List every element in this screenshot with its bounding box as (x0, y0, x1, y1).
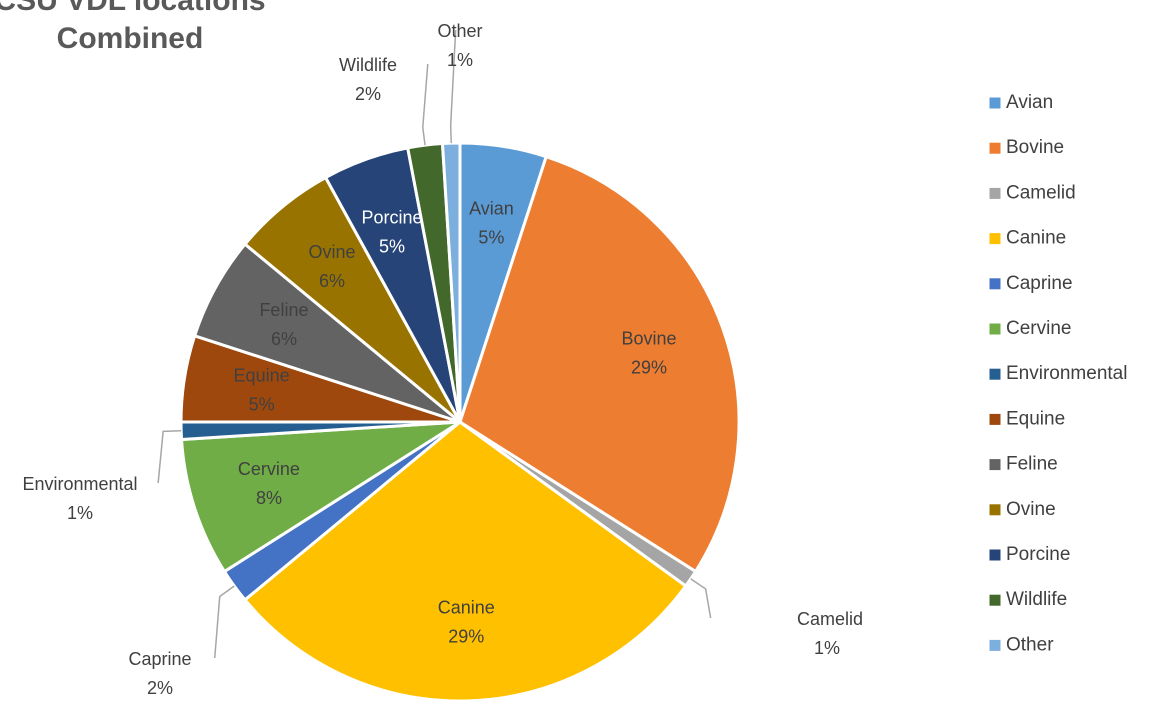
legend-label: Feline (1006, 454, 1058, 475)
data-label-value: 2% (147, 678, 173, 698)
data-label-value: 6% (271, 329, 297, 349)
data-label-value: 6% (319, 271, 345, 291)
legend-label: Equine (1006, 408, 1065, 429)
legend-label: Cervine (1006, 318, 1071, 339)
legend-swatch (988, 638, 1002, 652)
leader-line (213, 585, 235, 659)
data-label-value: 1% (447, 50, 473, 70)
data-label-name: Other (437, 21, 482, 41)
data-label-name: Cervine (238, 459, 300, 479)
legend-swatch (988, 186, 1002, 200)
data-label-value: 5% (478, 227, 504, 247)
data-label-name: Avian (469, 198, 514, 218)
data-label-name: Porcine (361, 208, 422, 228)
legend-swatch (988, 141, 1002, 155)
leader-line (449, 29, 457, 144)
legend-swatch (988, 96, 1002, 110)
legend-label: Ovine (1006, 499, 1056, 520)
leader-line (422, 63, 429, 146)
legend-swatch (988, 277, 1002, 291)
legend-label: Other (1006, 634, 1054, 655)
legend-label: Bovine (1006, 137, 1064, 158)
pie-slice (242, 420, 688, 702)
data-label-name: Ovine (308, 242, 355, 262)
legend-swatch (988, 412, 1002, 426)
data-label-value: 5% (249, 394, 275, 414)
pie-slice (179, 420, 461, 574)
legend-swatch (988, 322, 1002, 336)
data-label-value: 1% (814, 638, 840, 658)
legend-swatch (988, 232, 1002, 246)
data-label-name: Caprine (128, 649, 191, 669)
data-label-value: 2% (355, 84, 381, 104)
legend-swatch (988, 367, 1002, 381)
data-label-name: Environmental (22, 474, 137, 494)
legend-swatch (988, 503, 1002, 517)
legend-label: Avian (1006, 92, 1053, 113)
legend-label: Caprine (1006, 273, 1073, 294)
data-label-name: Bovine (621, 329, 676, 349)
legend-swatch (988, 458, 1002, 472)
legend-swatch (988, 548, 1002, 562)
legend-swatch (988, 593, 1002, 607)
leader-line (157, 430, 182, 484)
data-label-value: 5% (379, 237, 405, 257)
data-label-name: Feline (259, 300, 308, 320)
data-label-value: 29% (448, 627, 484, 647)
legend-label: Environmental (1006, 363, 1127, 384)
data-label-value: 29% (631, 358, 667, 378)
data-label-name: Equine (234, 365, 290, 385)
data-label-name: Wildlife (339, 55, 397, 75)
legend-label: Canine (1006, 228, 1066, 249)
legend-label: Wildlife (1006, 589, 1067, 610)
leader-line (690, 578, 712, 619)
pie-slice (440, 141, 462, 423)
data-label-value: 1% (67, 503, 93, 523)
data-label-name: Canine (438, 598, 495, 618)
chart-title: CSU VDL locations Combined (0, 0, 266, 55)
legend-label: Camelid (1006, 182, 1076, 203)
data-label-value: 8% (256, 488, 282, 508)
legend-label: Porcine (1006, 544, 1070, 565)
data-label-name: Camelid (797, 609, 863, 629)
pie-slice (458, 154, 741, 574)
